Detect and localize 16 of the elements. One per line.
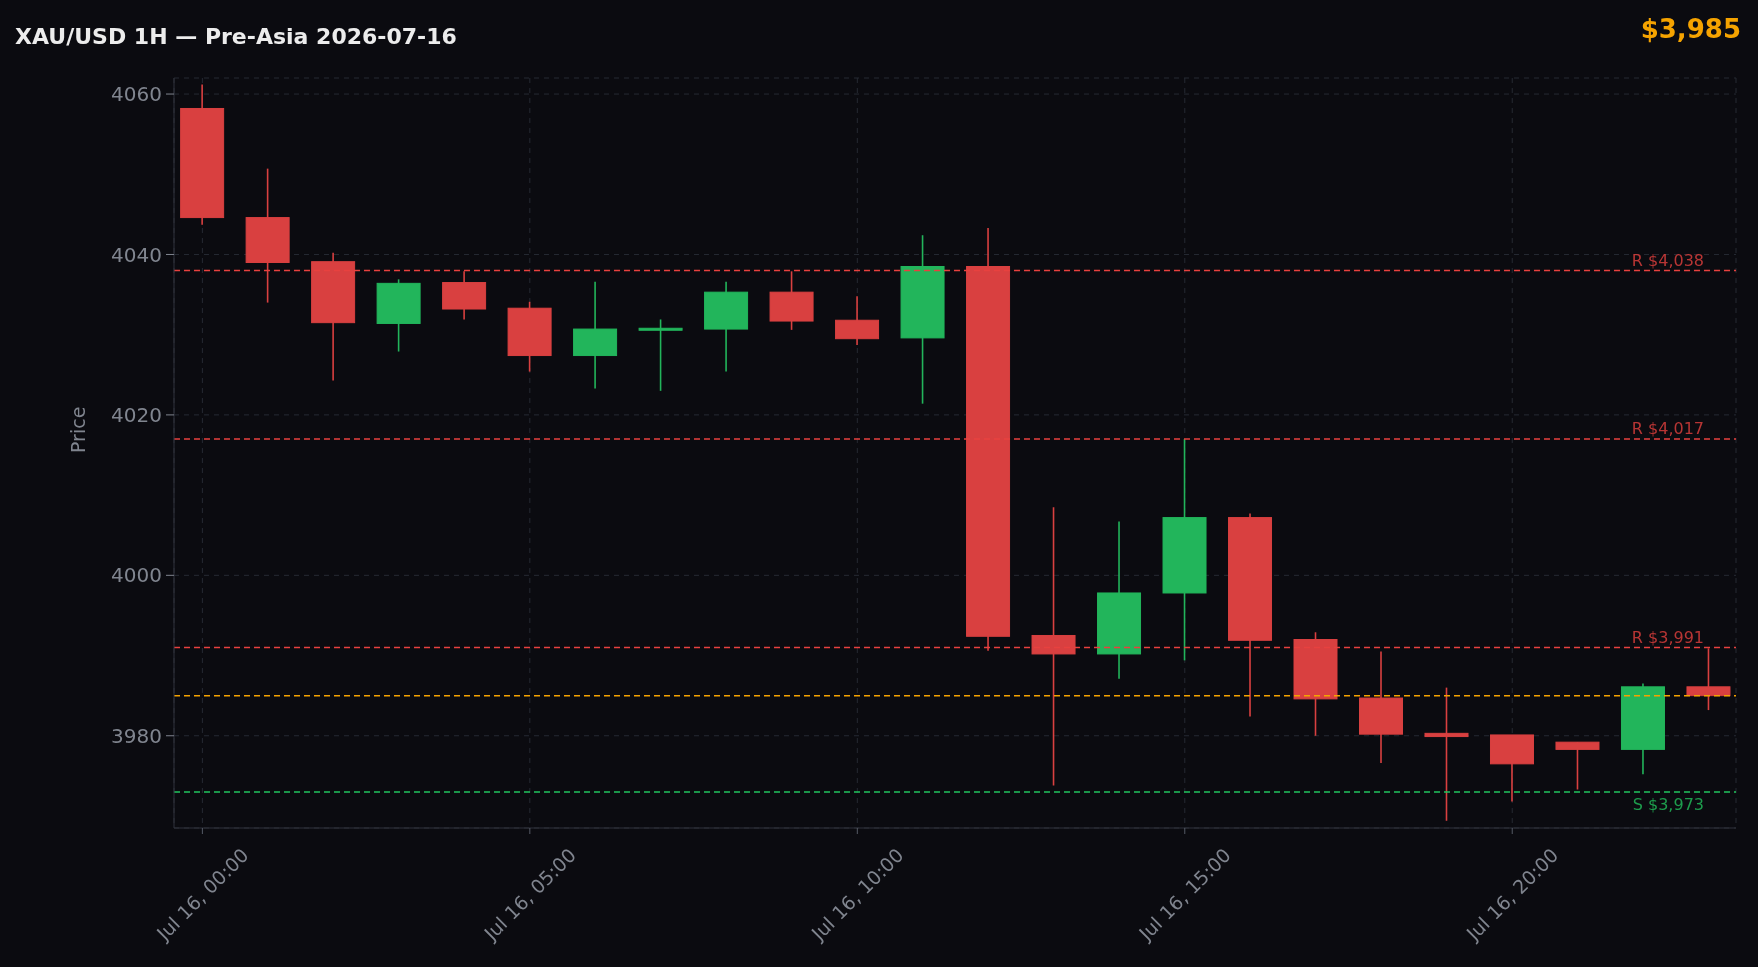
text: $3,985 bbox=[1640, 14, 1741, 44]
y-tick-label: 4020 bbox=[111, 403, 162, 427]
candlestick bbox=[638, 318, 683, 392]
candlestick bbox=[1031, 506, 1076, 787]
candlestick bbox=[1424, 686, 1469, 822]
chart-title: XAU/USD 1H — Pre-Asia 2026-07-16 bbox=[15, 24, 457, 49]
y-tick-label: 4000 bbox=[111, 563, 162, 588]
y-tick-label: 3980 bbox=[111, 723, 162, 748]
ref-line-label: S $3,973 bbox=[1632, 794, 1704, 814]
candlestick bbox=[1686, 647, 1731, 711]
ref-line-label: R $3,991 bbox=[1631, 627, 1704, 647]
y-tick-label: 4060 bbox=[111, 82, 162, 107]
y-axis-title: Price bbox=[66, 406, 89, 453]
ref-line-label: R $4,038 bbox=[1631, 250, 1704, 270]
y-tick-label: 4040 bbox=[111, 242, 162, 267]
ref-line-label: R $4,017 bbox=[1631, 418, 1704, 438]
